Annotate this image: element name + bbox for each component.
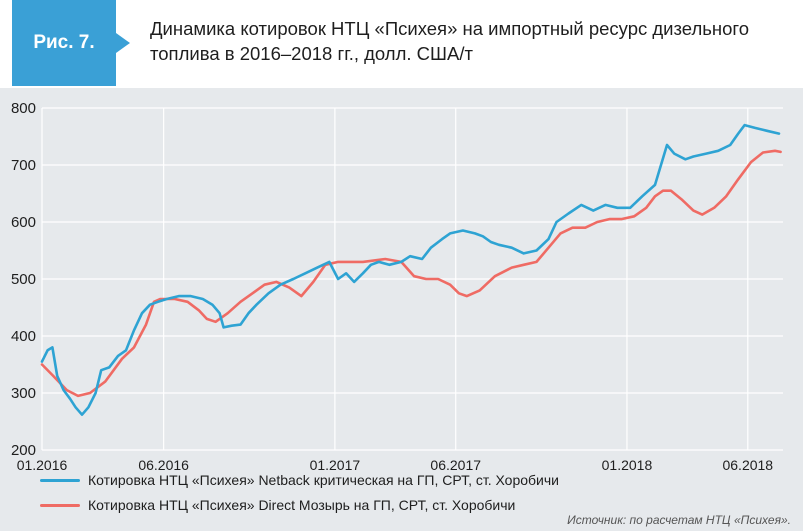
chart-area: 200 300 400 500 600 700 800 01.2016 06.2016 01.20… — [0, 88, 803, 531]
y-tick-label: 700 — [11, 157, 36, 174]
x-tick-label: 01.2018 — [602, 457, 653, 473]
legend-label-direct: Котировка НТЦ «Психея» Direct Мозырь на … — [88, 497, 516, 513]
legend-item-netback: Котировка НТЦ «Психея» Netback критическ… — [40, 472, 740, 488]
figure-badge: Рис. 7. — [12, 0, 130, 86]
y-tick-label: 500 — [11, 271, 36, 288]
y-tick-label: 200 — [11, 442, 36, 459]
x-tick-label: 01.2017 — [310, 457, 361, 473]
legend-swatch-netback — [40, 478, 80, 482]
figure-header: Рис. 7. Динамика котировок НТЦ «Психея» … — [0, 0, 803, 88]
legend-item-direct: Котировка НТЦ «Психея» Direct Мозырь на … — [40, 497, 740, 513]
chart-title: Динамика котировок НТЦ «Психея» на импор… — [150, 18, 750, 64]
series-line-direct — [40, 149, 782, 398]
series-line-netback — [40, 123, 781, 416]
x-tick-label: 06.2018 — [722, 457, 773, 473]
y-tick-label: 400 — [11, 328, 36, 345]
y-tick-label: 300 — [11, 385, 36, 402]
legend-label-netback: Котировка НТЦ «Психея» Netback критическ… — [88, 472, 559, 488]
x-tick-label: 06.2016 — [138, 457, 189, 473]
x-tick-label: 06.2017 — [430, 457, 481, 473]
x-tick-label: 01.2016 — [17, 457, 68, 473]
source-note: Источник: по расчетам НТЦ «Психея». — [567, 513, 791, 527]
y-tick-label: 600 — [11, 214, 36, 231]
y-tick-label: 800 — [11, 100, 36, 117]
line-chart: 200 300 400 500 600 700 800 01.2016 06.2016 01.20… — [11, 100, 783, 473]
legend-swatch-direct — [40, 503, 80, 507]
